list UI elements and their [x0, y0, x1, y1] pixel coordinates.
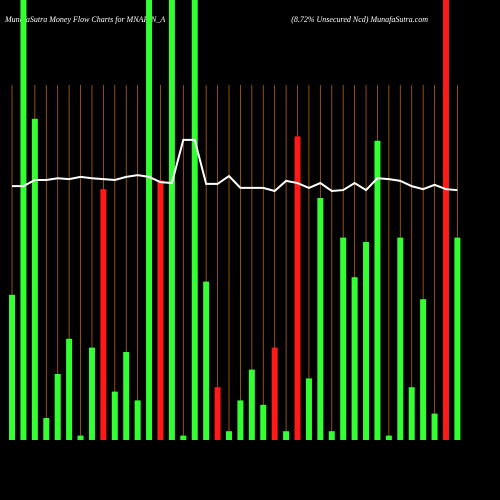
bar [248, 369, 255, 440]
bar [146, 0, 153, 440]
bar [408, 387, 415, 440]
bar [283, 431, 290, 440]
bar [340, 237, 347, 440]
bar [43, 418, 50, 440]
bar [431, 413, 438, 440]
bar [157, 180, 164, 440]
bar [260, 404, 267, 440]
bar [305, 378, 312, 440]
bar [20, 0, 27, 440]
bar [294, 136, 301, 440]
bar [237, 400, 244, 440]
bar [111, 391, 118, 440]
bar [180, 435, 187, 440]
bar [134, 400, 141, 440]
bar [351, 277, 358, 440]
bar [397, 237, 404, 440]
bar [420, 299, 427, 440]
bar [77, 435, 84, 440]
bar [31, 118, 38, 441]
bar [363, 242, 370, 440]
bar [328, 431, 335, 440]
chart-subtitle: (8.72% Unsecured Ncd) MunafaSutra.com [291, 15, 428, 24]
chart-title: MunafaSutra Money Flow Charts for MNAFIN… [4, 15, 165, 24]
flow-line [12, 138, 458, 193]
bar [271, 347, 278, 440]
bar [168, 0, 175, 440]
bar [66, 338, 73, 440]
bar [123, 352, 130, 440]
bar [374, 140, 381, 441]
bar [9, 294, 16, 440]
bar [317, 198, 324, 440]
bar [442, 0, 449, 440]
bar [88, 347, 95, 440]
bar [203, 281, 210, 440]
bar [454, 237, 461, 440]
bar [214, 387, 221, 440]
bar [100, 189, 107, 440]
bar [225, 431, 232, 440]
bar [54, 374, 61, 440]
bar [191, 0, 198, 440]
bar [385, 435, 392, 440]
